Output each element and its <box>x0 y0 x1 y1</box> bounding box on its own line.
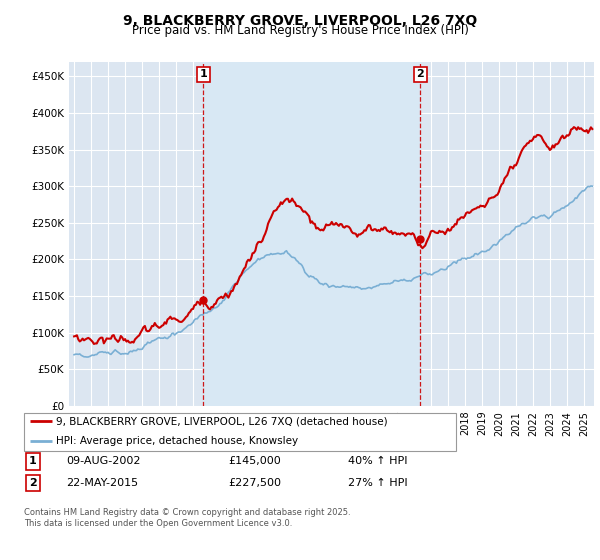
Text: Contains HM Land Registry data © Crown copyright and database right 2025.
This d: Contains HM Land Registry data © Crown c… <box>24 508 350 528</box>
Text: 09-AUG-2002: 09-AUG-2002 <box>66 456 140 466</box>
Text: Price paid vs. HM Land Registry's House Price Index (HPI): Price paid vs. HM Land Registry's House … <box>131 24 469 37</box>
Text: HPI: Average price, detached house, Knowsley: HPI: Average price, detached house, Know… <box>56 436 299 446</box>
Text: 1: 1 <box>29 456 37 466</box>
Text: 1: 1 <box>199 69 207 79</box>
Text: £145,000: £145,000 <box>228 456 281 466</box>
Text: 27% ↑ HPI: 27% ↑ HPI <box>348 478 407 488</box>
Bar <box>203 62 421 406</box>
FancyBboxPatch shape <box>24 413 456 451</box>
Text: 22-MAY-2015: 22-MAY-2015 <box>66 478 138 488</box>
Text: £227,500: £227,500 <box>228 478 281 488</box>
Text: 40% ↑ HPI: 40% ↑ HPI <box>348 456 407 466</box>
Text: 9, BLACKBERRY GROVE, LIVERPOOL, L26 7XQ: 9, BLACKBERRY GROVE, LIVERPOOL, L26 7XQ <box>123 14 477 28</box>
Text: 2: 2 <box>29 478 37 488</box>
Text: 2: 2 <box>416 69 424 79</box>
Text: 9, BLACKBERRY GROVE, LIVERPOOL, L26 7XQ (detached house): 9, BLACKBERRY GROVE, LIVERPOOL, L26 7XQ … <box>56 416 388 426</box>
